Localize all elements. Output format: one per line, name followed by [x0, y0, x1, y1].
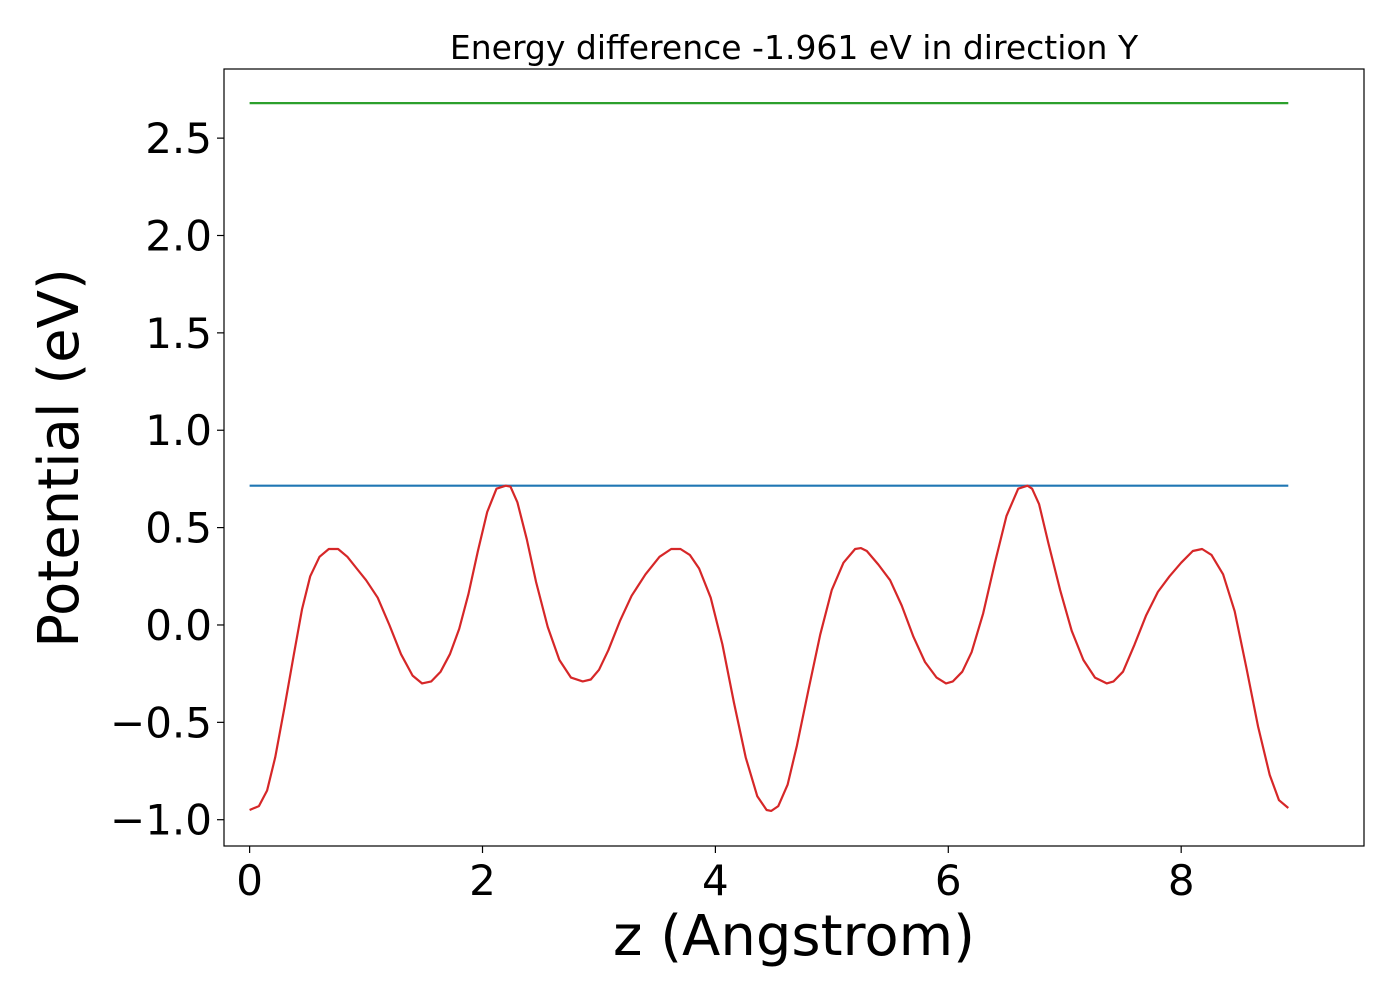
- x-axis-label: z (Angstrom): [613, 904, 975, 969]
- y-tick-label: −0.5: [110, 698, 212, 747]
- x-tick-label: 0: [236, 856, 263, 905]
- y-tick-label: 1.5: [145, 309, 212, 358]
- y-tick-label: 0.0: [145, 601, 212, 650]
- y-tick-label: −1.0: [110, 796, 212, 845]
- series-layer: [249, 101, 1290, 813]
- y-tick-label: 1.0: [145, 406, 212, 455]
- y-tick-label: 0.5: [145, 504, 212, 553]
- x-axis-ticks: 0 2 4 6 8: [236, 846, 1195, 905]
- y-tick-label: 2.5: [145, 114, 212, 163]
- y-tick-label: 2.0: [145, 212, 212, 261]
- y-axis-ticks: −1.0 −0.5 0.0 0.5 1.0 1.5 2.0 2.5: [110, 114, 224, 845]
- y-axis-label: Potential (eV): [27, 268, 92, 648]
- x-tick-label: 2: [469, 856, 496, 905]
- x-tick-label: 8: [1168, 856, 1195, 905]
- chart-title: Energy difference -1.961 eV in direction…: [450, 28, 1139, 67]
- series-line-2: [249, 484, 1290, 813]
- x-tick-label: 6: [935, 856, 962, 905]
- x-tick-label: 4: [702, 856, 729, 905]
- plot-frame: [223, 68, 1365, 847]
